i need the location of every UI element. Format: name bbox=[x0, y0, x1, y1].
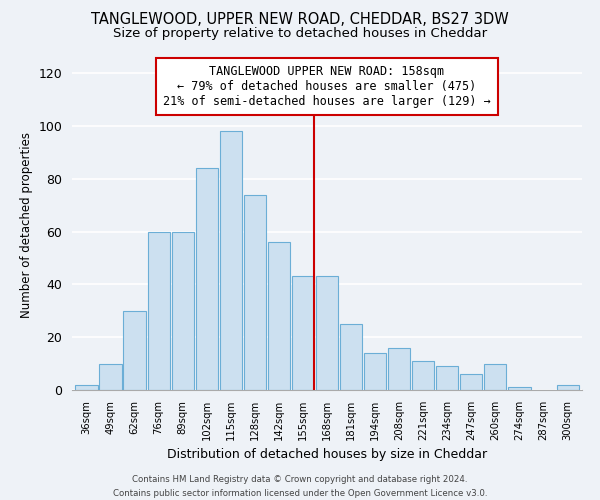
Bar bbox=[292, 276, 314, 390]
Bar bbox=[340, 324, 362, 390]
Bar bbox=[316, 276, 338, 390]
Text: TANGLEWOOD, UPPER NEW ROAD, CHEDDAR, BS27 3DW: TANGLEWOOD, UPPER NEW ROAD, CHEDDAR, BS2… bbox=[91, 12, 509, 28]
Bar bbox=[268, 242, 290, 390]
Bar bbox=[124, 311, 146, 390]
X-axis label: Distribution of detached houses by size in Cheddar: Distribution of detached houses by size … bbox=[167, 448, 487, 462]
Text: Size of property relative to detached houses in Cheddar: Size of property relative to detached ho… bbox=[113, 28, 487, 40]
Bar bbox=[557, 384, 578, 390]
Bar bbox=[364, 353, 386, 390]
Bar bbox=[220, 132, 242, 390]
Bar bbox=[484, 364, 506, 390]
Bar bbox=[196, 168, 218, 390]
Bar bbox=[148, 232, 170, 390]
Bar bbox=[436, 366, 458, 390]
Bar bbox=[460, 374, 482, 390]
Bar bbox=[100, 364, 122, 390]
Bar bbox=[244, 194, 266, 390]
Bar bbox=[412, 361, 434, 390]
Bar bbox=[76, 384, 98, 390]
Text: Contains HM Land Registry data © Crown copyright and database right 2024.
Contai: Contains HM Land Registry data © Crown c… bbox=[113, 476, 487, 498]
Bar bbox=[388, 348, 410, 390]
Y-axis label: Number of detached properties: Number of detached properties bbox=[20, 132, 33, 318]
Bar bbox=[172, 232, 194, 390]
Bar bbox=[508, 388, 530, 390]
Text: TANGLEWOOD UPPER NEW ROAD: 158sqm
← 79% of detached houses are smaller (475)
21%: TANGLEWOOD UPPER NEW ROAD: 158sqm ← 79% … bbox=[163, 65, 491, 108]
